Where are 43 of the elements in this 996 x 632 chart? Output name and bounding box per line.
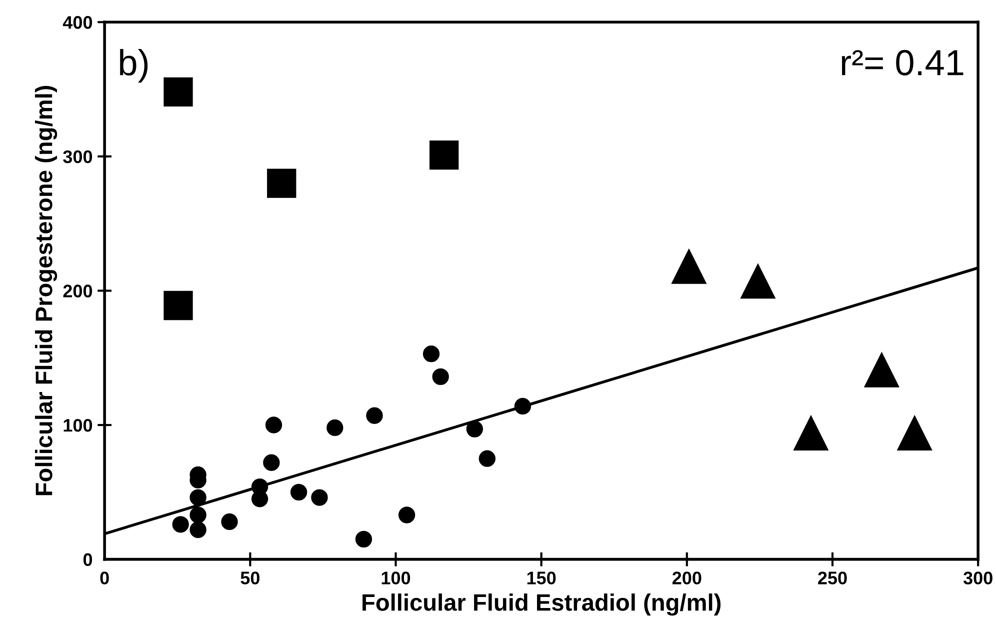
- point: [221, 513, 238, 530]
- point: [478, 450, 496, 467]
- point: [429, 140, 459, 170]
- point: [263, 454, 280, 471]
- annotation: r²= 0.41: [842, 50, 964, 76]
- point: [466, 420, 483, 438]
- y-tick-label: 400: [62, 16, 92, 29]
- point: [267, 168, 296, 198]
- y-tick-label: 300: [63, 150, 92, 164]
- x-tick-label: 150: [527, 572, 556, 584]
- x-tick-label: 250: [818, 572, 847, 584]
- point: [190, 489, 206, 506]
- y-tick-label: 200: [63, 284, 92, 298]
- x-tick-label: 300: [963, 572, 992, 584]
- point: [164, 77, 193, 107]
- point: [514, 398, 532, 415]
- point: [326, 419, 344, 436]
- point: [190, 521, 206, 538]
- point: [672, 249, 706, 284]
- x-tick-label: 100: [382, 572, 410, 584]
- point: [311, 489, 328, 506]
- x-tick-label: 200: [672, 572, 702, 584]
- y-tick-label: 100: [64, 418, 92, 432]
- point: [422, 346, 440, 362]
- x-tick-label: 50: [240, 572, 260, 584]
- point: [864, 352, 900, 388]
- point: [794, 416, 828, 450]
- point: [897, 416, 932, 450]
- x-axis-title: Follicular Fluid Estradiol (ng/ml): [362, 594, 721, 616]
- point: [398, 506, 416, 524]
- point: [265, 416, 282, 434]
- point: [432, 368, 449, 386]
- y-tick-label: 0: [83, 553, 92, 566]
- point: [355, 530, 372, 548]
- point: [164, 290, 193, 320]
- point: [290, 484, 308, 501]
- point: [172, 516, 189, 533]
- y-axis-title: Follicular Fluid Progesterone (ng/ml): [34, 86, 58, 496]
- annotation: b): [120, 48, 148, 83]
- x-tick-label: 0: [100, 572, 109, 584]
- point: [740, 264, 776, 299]
- point: [366, 407, 383, 424]
- point: [190, 506, 206, 524]
